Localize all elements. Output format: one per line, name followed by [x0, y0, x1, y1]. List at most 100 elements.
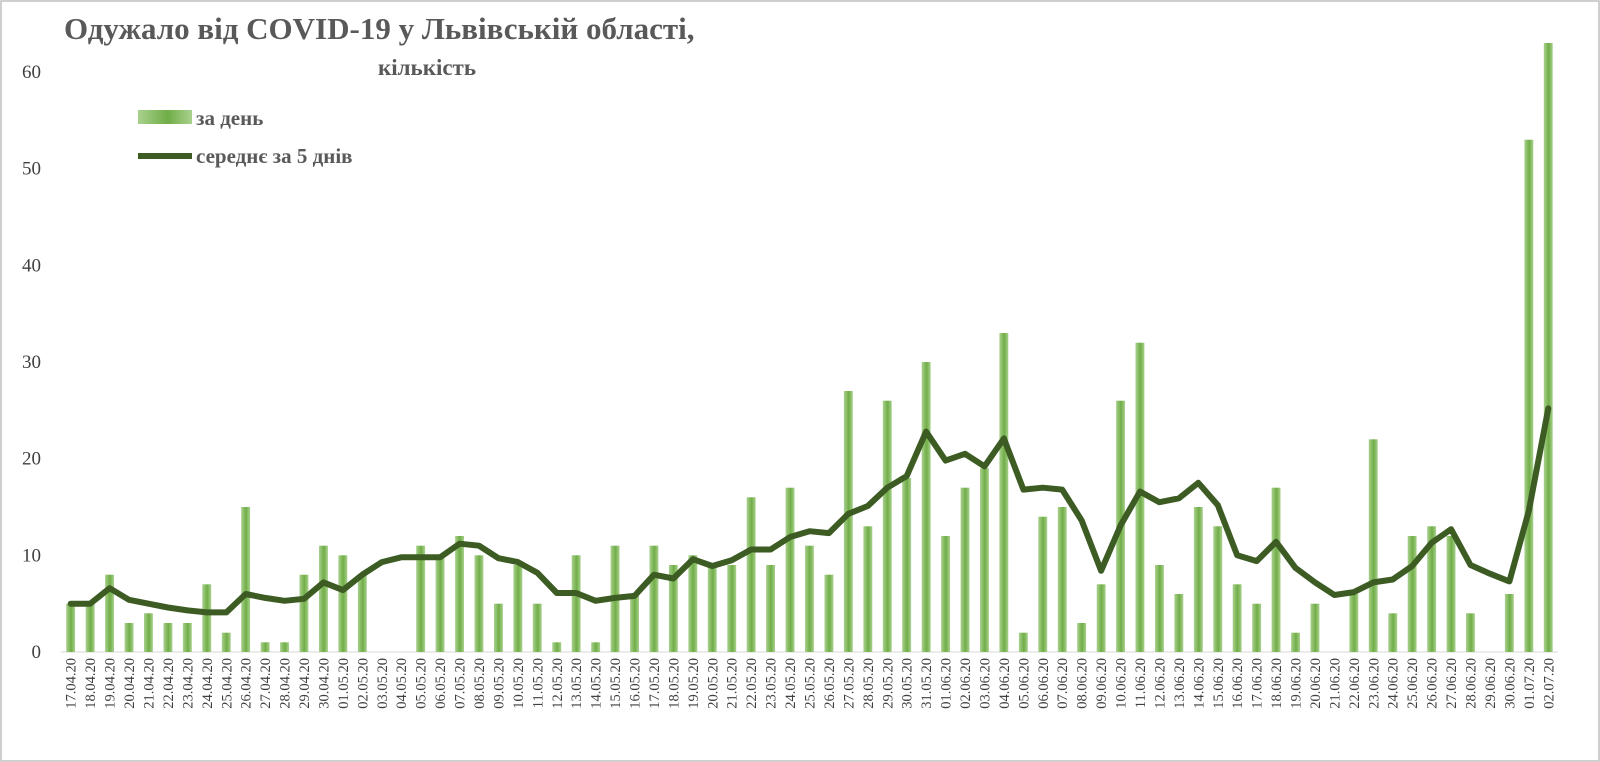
bar — [746, 497, 756, 652]
x-tick-label: 05.05.20 — [414, 658, 430, 709]
bar — [941, 536, 950, 652]
x-tick-label: 03.06.20 — [977, 658, 993, 709]
x-tick-label: 08.06.20 — [1075, 658, 1091, 709]
x-tick-label: 23.04.20 — [180, 658, 196, 709]
bar — [921, 362, 931, 652]
x-tick-label: 01.05.20 — [336, 658, 352, 709]
x-tick-label: 13.05.20 — [569, 658, 585, 709]
x-tick-label: 02.05.20 — [355, 658, 371, 709]
legend-bar-swatch — [138, 110, 192, 124]
y-tick-label: 50 — [22, 159, 41, 180]
bar — [1155, 565, 1164, 652]
bar — [1524, 139, 1534, 652]
x-tick-label: 12.05.20 — [550, 658, 566, 709]
x-tick-label: 11.05.20 — [530, 658, 546, 708]
y-tick-label: 60 — [22, 62, 41, 83]
bar — [843, 391, 853, 652]
bar — [1466, 613, 1475, 652]
bar — [1232, 584, 1242, 652]
x-tick-label: 26.04.20 — [239, 658, 255, 709]
bar — [805, 545, 814, 652]
legend-label-daily: за день — [196, 106, 263, 130]
x-tick-label: 20.05.20 — [705, 658, 721, 709]
x-tick-label: 17.06.20 — [1250, 658, 1266, 709]
x-tick-label: 30.05.20 — [900, 658, 916, 709]
x-tick-label: 17.04.20 — [64, 658, 80, 709]
x-tick-label: 13.06.20 — [1172, 658, 1188, 709]
bar — [1193, 507, 1203, 652]
x-tick-label: 18.04.20 — [83, 658, 99, 709]
x-tick-label: 25.05.20 — [803, 658, 819, 709]
x-tick-label: 29.05.20 — [880, 658, 896, 709]
x-tick-label: 22.05.20 — [744, 658, 760, 709]
x-tick-label: 25.04.20 — [219, 658, 235, 709]
bar — [571, 555, 581, 652]
x-tick-label: 19.06.20 — [1289, 658, 1305, 709]
bar — [124, 623, 134, 652]
x-axis: 17.04.20 18.04.20 19.04.20 20.04.20 21.04.20… — [64, 658, 1558, 709]
x-tick-label: 16.06.20 — [1230, 658, 1246, 709]
bar — [688, 555, 698, 652]
chart-title: Одужало від COVID-19 у Львівській област… — [64, 11, 695, 46]
bar — [1368, 439, 1378, 652]
x-tick-label: 22.06.20 — [1347, 658, 1363, 709]
x-tick-label: 28.05.20 — [861, 658, 877, 709]
x-tick-label: 10.06.20 — [1114, 658, 1130, 709]
bar — [1291, 632, 1300, 652]
x-tick-label: 20.04.20 — [122, 658, 138, 709]
x-tick-label: 09.05.20 — [491, 658, 507, 709]
bar — [357, 574, 367, 652]
bar — [1427, 526, 1437, 652]
x-tick-label: 16.05.20 — [628, 658, 644, 709]
x-tick-label: 15.05.20 — [608, 658, 624, 709]
bar — [1038, 516, 1048, 652]
bar — [455, 536, 464, 652]
x-tick-label: 29.06.20 — [1483, 658, 1499, 709]
bar — [494, 603, 503, 652]
chart-subtitle: кількість — [378, 55, 476, 80]
bar — [863, 526, 873, 652]
bar — [435, 555, 445, 652]
bar — [144, 613, 153, 652]
x-tick-label: 12.06.20 — [1152, 658, 1168, 709]
bar — [1543, 43, 1553, 652]
bar — [182, 623, 192, 652]
bar — [1057, 507, 1067, 652]
x-tick-label: 14.05.20 — [589, 658, 605, 709]
x-tick-label: 11.06.20 — [1133, 658, 1149, 708]
bar — [960, 487, 970, 652]
x-tick-label: 26.06.20 — [1425, 658, 1441, 709]
x-tick-label: 23.05.20 — [764, 658, 780, 709]
x-tick-label: 23.06.20 — [1366, 658, 1382, 709]
x-tick-label: 31.05.20 — [919, 658, 935, 709]
bar — [532, 603, 542, 652]
x-tick-label: 19.05.20 — [686, 658, 702, 709]
bar — [1174, 594, 1184, 652]
x-tick-label: 22.04.20 — [161, 658, 177, 709]
bar — [85, 603, 95, 652]
bar — [668, 565, 678, 652]
bar — [649, 545, 659, 652]
bar — [221, 632, 231, 652]
bar — [1096, 584, 1106, 652]
avg-5-days-line — [67, 405, 1552, 616]
x-tick-label: 01.07.20 — [1522, 658, 1538, 709]
bar — [1271, 487, 1281, 652]
x-tick-label: 09.06.20 — [1094, 658, 1110, 709]
bars-series — [66, 43, 1553, 652]
x-tick-label: 10.05.20 — [511, 658, 527, 709]
x-tick-label: 28.06.20 — [1464, 658, 1480, 709]
x-tick-label: 17.05.20 — [647, 658, 663, 709]
bar — [902, 478, 912, 652]
x-tick-label: 02.07.20 — [1541, 658, 1557, 709]
x-tick-label: 18.06.20 — [1269, 658, 1285, 709]
x-tick-label: 21.06.20 — [1327, 658, 1343, 709]
bar — [299, 574, 309, 652]
x-tick-label: 04.06.20 — [997, 658, 1013, 709]
x-tick-label: 28.04.20 — [278, 658, 294, 709]
legend-label-average: середнє за 5 днів — [196, 144, 353, 168]
bar — [513, 565, 523, 652]
x-tick-label: 21.05.20 — [725, 658, 741, 709]
x-tick-label: 24.06.20 — [1386, 658, 1402, 709]
x-tick-label: 24.04.20 — [200, 658, 216, 709]
